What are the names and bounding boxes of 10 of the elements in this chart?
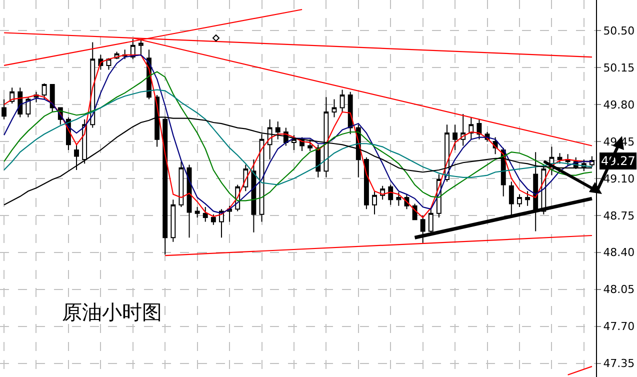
y-tick-label: 48.75: [603, 209, 635, 222]
y-tick-label: 50.50: [603, 24, 635, 38]
y-tick-label: 49.10: [603, 172, 635, 186]
y-tick-label: 49.80: [603, 98, 635, 112]
y-tick-label: 48.05: [603, 283, 635, 296]
y-tick-label: 48.40: [603, 246, 635, 260]
y-tick-label: 47.35: [603, 357, 635, 370]
y-tick-label: 50.15: [603, 61, 635, 74]
annotation: 原油小时图: [62, 302, 162, 324]
y-tick-label: 47.70: [603, 320, 635, 334]
